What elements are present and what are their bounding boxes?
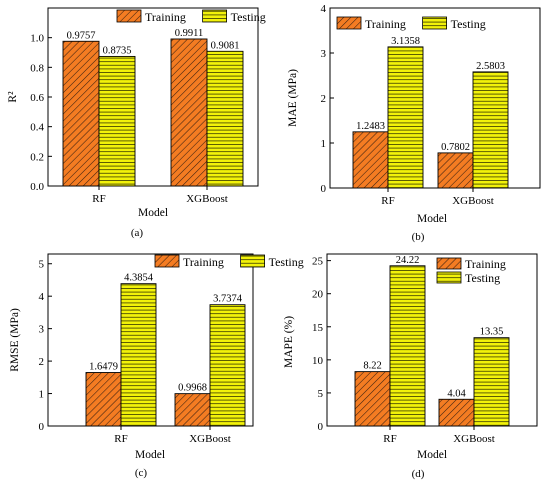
y-tick-label: 0.0: [30, 181, 44, 193]
legend-swatch-training: [154, 254, 180, 268]
x-tick-label: RF: [114, 433, 127, 445]
y-tick-label: 25: [312, 256, 324, 268]
panel-a-ylabel: R²: [7, 91, 19, 103]
panel-a-xlabel: Model: [138, 207, 168, 219]
panel-a: 0.0 0.2 0.4 0.6 0.8 1.0 RF XGBoost 0.9757 0.9911…: [7, 7, 266, 239]
legend-swatch-training: [436, 257, 462, 270]
bar-testing: [98, 55, 136, 187]
panel-c-ylabel: RMSE (MPa): [9, 308, 21, 372]
data-label: 8.22: [363, 361, 381, 372]
bar-testing: [387, 46, 424, 189]
legend-label-training: Training: [465, 257, 506, 271]
y-tick-label: 1.0: [30, 33, 44, 45]
legend-label-testing: Testing: [231, 10, 266, 24]
bar-training: [174, 393, 211, 427]
legend-label-testing: Testing: [465, 271, 500, 285]
legend-label-training: Training: [183, 255, 224, 269]
legend-label-training: Training: [145, 10, 186, 24]
bar-training: [85, 372, 122, 427]
y-tick-label: 0.8: [30, 62, 44, 74]
data-label: 1.6479: [89, 362, 118, 373]
data-label: 3.1358: [391, 36, 420, 47]
y-tick-label: 0.4: [30, 122, 44, 134]
x-tick-label: XGBoost: [189, 433, 231, 445]
y-tick-label: 10: [312, 355, 324, 367]
legend-label-training: Training: [365, 17, 406, 31]
panel-c: 0 1 2 3 4 5 RF XGBoost 1.6479 0.9968 4.3854 3.7374…: [9, 253, 304, 479]
bar-testing: [120, 283, 157, 427]
bar-testing: [473, 337, 510, 427]
bar-testing: [389, 265, 426, 427]
y-tick-label: 0: [318, 421, 324, 433]
data-label: 4.3854: [124, 273, 154, 284]
data-label: 13.35: [480, 327, 504, 338]
data-label: 0.9081: [211, 40, 240, 51]
x-tick-label: XGBoost: [453, 433, 495, 445]
data-label: 3.7374: [213, 294, 243, 305]
legend-label-testing: Testing: [451, 17, 486, 31]
panel-d-xlabel: Model: [417, 449, 447, 461]
x-tick-label: XGBoost: [186, 193, 228, 205]
legend-swatch-testing: [240, 254, 266, 268]
legend-swatch-training: [116, 9, 142, 23]
y-tick-label: 0: [321, 183, 327, 195]
panel-c-label: (c): [135, 467, 148, 479]
data-label: 4.04: [447, 388, 466, 399]
panel-c-xlabel: Model: [135, 449, 165, 461]
panel-d-frame: [326, 253, 538, 427]
bar-training: [62, 40, 100, 187]
y-tick-label: 5: [318, 388, 324, 400]
data-label: 24.22: [396, 255, 420, 266]
y-tick-label: 20: [312, 289, 324, 301]
y-tick-label: 0: [39, 421, 45, 433]
panel-d: 0 5 10 15 20 25 RF XGBoost 8.22 4.04 24.22 13.35 T…: [283, 253, 538, 480]
panel-b-xlabel: Model: [417, 213, 447, 225]
y-tick-label: 4: [39, 291, 45, 303]
y-tick-label: 3: [39, 324, 45, 336]
legend-swatch-testing: [422, 16, 448, 30]
legend-label-testing: Testing: [269, 255, 304, 269]
panel-b-label: (b): [412, 231, 425, 243]
x-tick-label: RF: [383, 433, 396, 445]
y-tick-label: 2: [39, 356, 45, 368]
bar-testing: [206, 50, 244, 187]
y-tick-label: 5: [39, 259, 45, 271]
x-tick-label: RF: [381, 195, 394, 207]
panel-d-ylabel: MAPE (%): [283, 316, 295, 368]
legend-swatch-testing: [436, 271, 462, 284]
y-tick-label: 15: [312, 322, 324, 334]
y-tick-label: 2: [321, 93, 327, 105]
legend-swatch-training: [336, 16, 362, 30]
y-tick-label: 1: [321, 138, 327, 150]
bar-training: [354, 371, 391, 427]
data-label: 2.5803: [476, 61, 505, 72]
y-tick-label: 0.6: [30, 92, 44, 104]
data-label: 0.9911: [175, 28, 204, 39]
data-label: 0.9968: [178, 383, 207, 394]
panel-d-label: (d): [412, 468, 425, 480]
bar-training: [170, 38, 208, 187]
x-tick-label: RF: [92, 193, 105, 205]
bar-testing: [472, 71, 509, 189]
legend-swatch-testing: [202, 9, 228, 23]
y-tick-label: 1: [39, 389, 45, 401]
data-label: 0.8735: [103, 45, 132, 56]
data-label: 0.9757: [67, 30, 96, 41]
y-tick-label: 3: [321, 48, 327, 60]
y-tick-label: 0.2: [30, 151, 44, 163]
bar-training: [352, 131, 389, 189]
bar-training: [438, 398, 475, 427]
panel-a-label: (a): [131, 227, 144, 239]
panel-b-ylabel: MAE (MPa): [287, 69, 299, 127]
bar-testing: [209, 304, 246, 427]
data-label: 0.7802: [441, 142, 470, 153]
x-tick-label: XGBoost: [452, 195, 494, 207]
data-label: 1.2483: [356, 121, 385, 132]
bar-training: [437, 152, 474, 189]
y-tick-label: 4: [321, 3, 327, 15]
